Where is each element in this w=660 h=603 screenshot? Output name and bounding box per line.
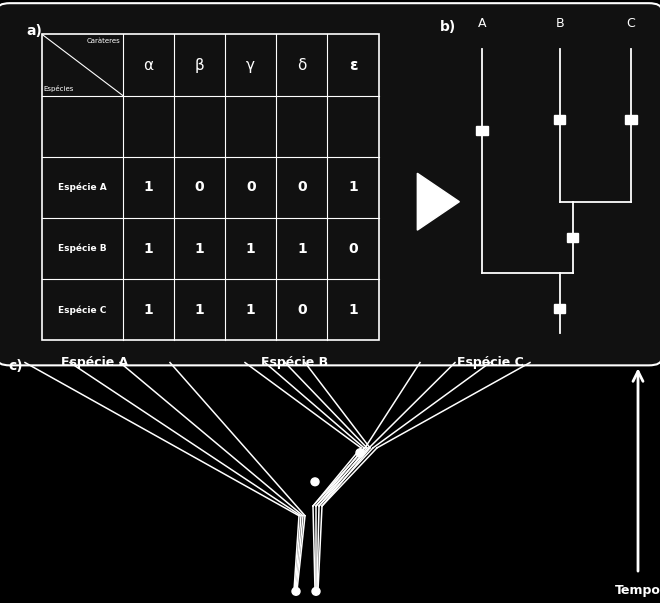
Text: 0: 0 [246, 180, 255, 195]
Text: α: α [143, 58, 154, 72]
Bar [42, 34, 379, 341]
Text: 1: 1 [348, 303, 358, 317]
Polygon shape [417, 173, 459, 230]
Text: β: β [195, 58, 205, 72]
Text: Espécie A: Espécie A [58, 183, 107, 192]
Text: 1: 1 [246, 303, 255, 317]
Text: 1: 1 [297, 242, 307, 256]
Text: 1: 1 [246, 242, 255, 256]
Text: 1: 1 [144, 180, 153, 195]
Text: Espécies: Espécies [44, 85, 74, 92]
Text: 1: 1 [195, 242, 205, 256]
Text: ε: ε [348, 58, 357, 72]
Circle shape [292, 587, 300, 595]
Text: C: C [626, 17, 635, 30]
Text: 0: 0 [195, 180, 205, 195]
Text: Espécie C: Espécie C [59, 305, 107, 315]
Text: 0: 0 [297, 180, 307, 195]
Text: A: A [478, 17, 486, 30]
Text: Espécie C: Espécie C [457, 356, 523, 369]
Text: b): b) [440, 21, 456, 34]
Circle shape [312, 587, 320, 595]
Bar [554, 115, 566, 124]
Bar [476, 126, 488, 135]
FancyBboxPatch shape [0, 3, 660, 365]
Text: 0: 0 [297, 303, 307, 317]
Text: 0: 0 [348, 242, 358, 256]
Text: Tempo: Tempo [615, 584, 660, 596]
Bar [625, 115, 637, 124]
Text: Espécie A: Espécie A [61, 356, 129, 369]
Text: Espécie B: Espécie B [261, 356, 329, 369]
Text: 1: 1 [195, 303, 205, 317]
Bar [567, 233, 578, 242]
Text: a): a) [26, 24, 42, 38]
Circle shape [311, 478, 319, 485]
Text: Espécie B: Espécie B [58, 244, 107, 253]
Text: c): c) [8, 359, 22, 373]
Text: Caràteres: Caràteres [86, 38, 120, 44]
Text: γ: γ [246, 58, 255, 72]
Text: 1: 1 [144, 242, 153, 256]
Text: 1: 1 [348, 180, 358, 195]
Text: 1: 1 [144, 303, 153, 317]
Text: δ: δ [297, 58, 306, 72]
Circle shape [356, 449, 364, 456]
Bar [554, 304, 566, 313]
Text: B: B [555, 17, 564, 30]
